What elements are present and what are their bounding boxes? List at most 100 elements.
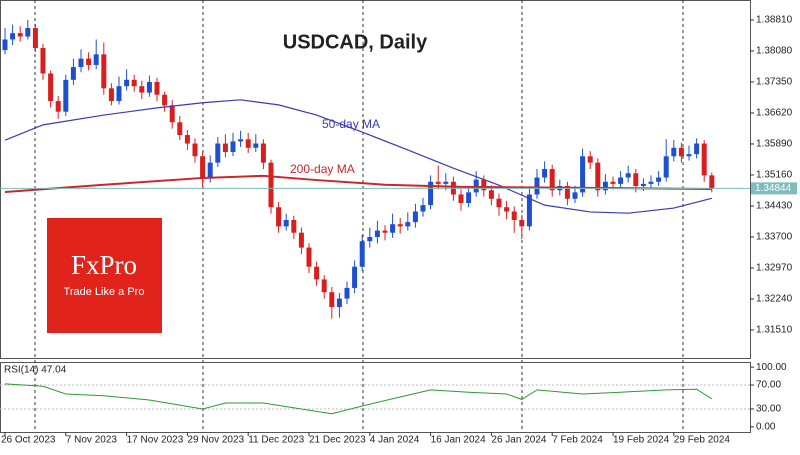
- candle-body: [108, 88, 114, 102]
- candle-body: [283, 219, 289, 227]
- series-label: 50-day MA: [322, 117, 380, 131]
- y-tick-label: 70.00: [756, 380, 781, 391]
- candle-body: [93, 54, 99, 65]
- candle-body: [572, 192, 578, 199]
- logo-tagline: Trade Like a Pro: [64, 286, 145, 298]
- candle-body: [549, 169, 555, 191]
- candle-body: [40, 47, 46, 74]
- candle-body: [329, 292, 335, 308]
- y-tick-label: 1.32970: [756, 263, 793, 274]
- candle-body: [466, 192, 472, 203]
- candle-body: [55, 101, 61, 112]
- last-price-label: 1.34844: [755, 183, 792, 194]
- candle-body: [336, 298, 342, 308]
- candle-body: [390, 224, 396, 233]
- candle-body: [124, 79, 130, 87]
- candle-body: [625, 173, 631, 178]
- candle-body: [48, 73, 54, 102]
- y-tick-label: 100.00: [756, 362, 787, 373]
- candle-body: [443, 181, 449, 184]
- candle-body: [32, 28, 38, 48]
- candle-body: [382, 230, 388, 233]
- x-tick-label: 16 Jan 2024: [431, 435, 486, 446]
- logo-box: [47, 218, 162, 333]
- y-tick-label: 1.38080: [756, 46, 793, 57]
- y-tick-label: 1.31510: [756, 325, 793, 336]
- x-tick-label: 29 Feb 2024: [674, 435, 731, 446]
- candle-body: [397, 224, 403, 227]
- x-tick-label: 19 Feb 2024: [613, 435, 670, 446]
- candle-body: [177, 122, 183, 136]
- candle-body: [519, 219, 525, 227]
- candle-body: [78, 58, 84, 68]
- candle-body: [709, 175, 715, 189]
- y-tick-label: 1.37350: [756, 77, 793, 88]
- candle-body: [602, 181, 608, 191]
- candle-body: [428, 181, 434, 206]
- candle-body: [314, 266, 320, 280]
- x-tick-label: 17 Nov 2023: [127, 435, 184, 446]
- candle-body: [481, 179, 487, 191]
- candle-body: [207, 162, 213, 178]
- candle-body: [671, 147, 677, 157]
- x-tick-label: 26 Oct 2023: [1, 435, 56, 446]
- candle-body: [291, 219, 297, 233]
- candle-body: [580, 156, 586, 193]
- candle-body: [504, 207, 510, 212]
- candle-body: [169, 105, 175, 123]
- candle-body: [678, 147, 684, 157]
- rsi-label: RSI(14) 47.04: [4, 365, 67, 376]
- candle-body: [663, 156, 669, 178]
- x-tick-label: 26 Jan 2024: [491, 435, 546, 446]
- logo-name: FxPro: [71, 250, 137, 280]
- x-tick-label: 11 Dec 2023: [248, 435, 304, 446]
- y-tick-label: 1.35160: [756, 170, 793, 181]
- rsi-panel: [0, 362, 751, 433]
- candle-body: [496, 198, 502, 208]
- y-tick-label: 1.34430: [756, 201, 793, 212]
- candle-body: [587, 156, 593, 163]
- candle-body: [268, 162, 274, 208]
- candle-body: [648, 181, 654, 184]
- candle-body: [618, 177, 624, 184]
- moving-average: [4, 174, 712, 193]
- y-tick-label: 30.00: [756, 404, 781, 415]
- candle-body: [184, 135, 190, 144]
- y-tick-label: 0.00: [756, 422, 776, 433]
- candle-body: [420, 205, 426, 212]
- candle-body: [435, 181, 441, 184]
- candle-body: [405, 222, 411, 227]
- candle-body: [2, 39, 8, 51]
- candle-body: [511, 211, 517, 220]
- candle-body: [526, 194, 532, 227]
- candle-body: [162, 94, 168, 106]
- moving-average: [4, 99, 712, 214]
- candle-body: [488, 190, 494, 199]
- candle-body: [640, 183, 646, 187]
- candle-body: [116, 86, 122, 102]
- candle-body: [359, 241, 365, 267]
- candle-body: [656, 177, 662, 182]
- candle-body: [230, 141, 236, 153]
- candle-body: [367, 236, 373, 242]
- candle-body: [564, 186, 570, 199]
- month-separators: [34, 0, 684, 432]
- candle-body: [238, 139, 244, 142]
- candle-body: [139, 86, 145, 93]
- last-price-box: [751, 182, 797, 195]
- rsi-line: [4, 383, 713, 415]
- candle-body: [215, 143, 221, 163]
- y-tick-label: 1.32240: [756, 294, 793, 305]
- x-tick-label: 7 Nov 2023: [66, 435, 118, 446]
- candle-body: [542, 169, 548, 178]
- candle-body: [245, 139, 251, 148]
- candle-body: [86, 58, 92, 65]
- candle-body: [352, 266, 358, 288]
- candle-body: [63, 79, 69, 112]
- candle-body: [17, 33, 23, 37]
- x-tick-label: 29 Nov 2023: [187, 435, 244, 446]
- candle-body: [534, 177, 540, 195]
- y-tick-label: 1.35890: [756, 139, 793, 150]
- candle-body: [260, 143, 266, 163]
